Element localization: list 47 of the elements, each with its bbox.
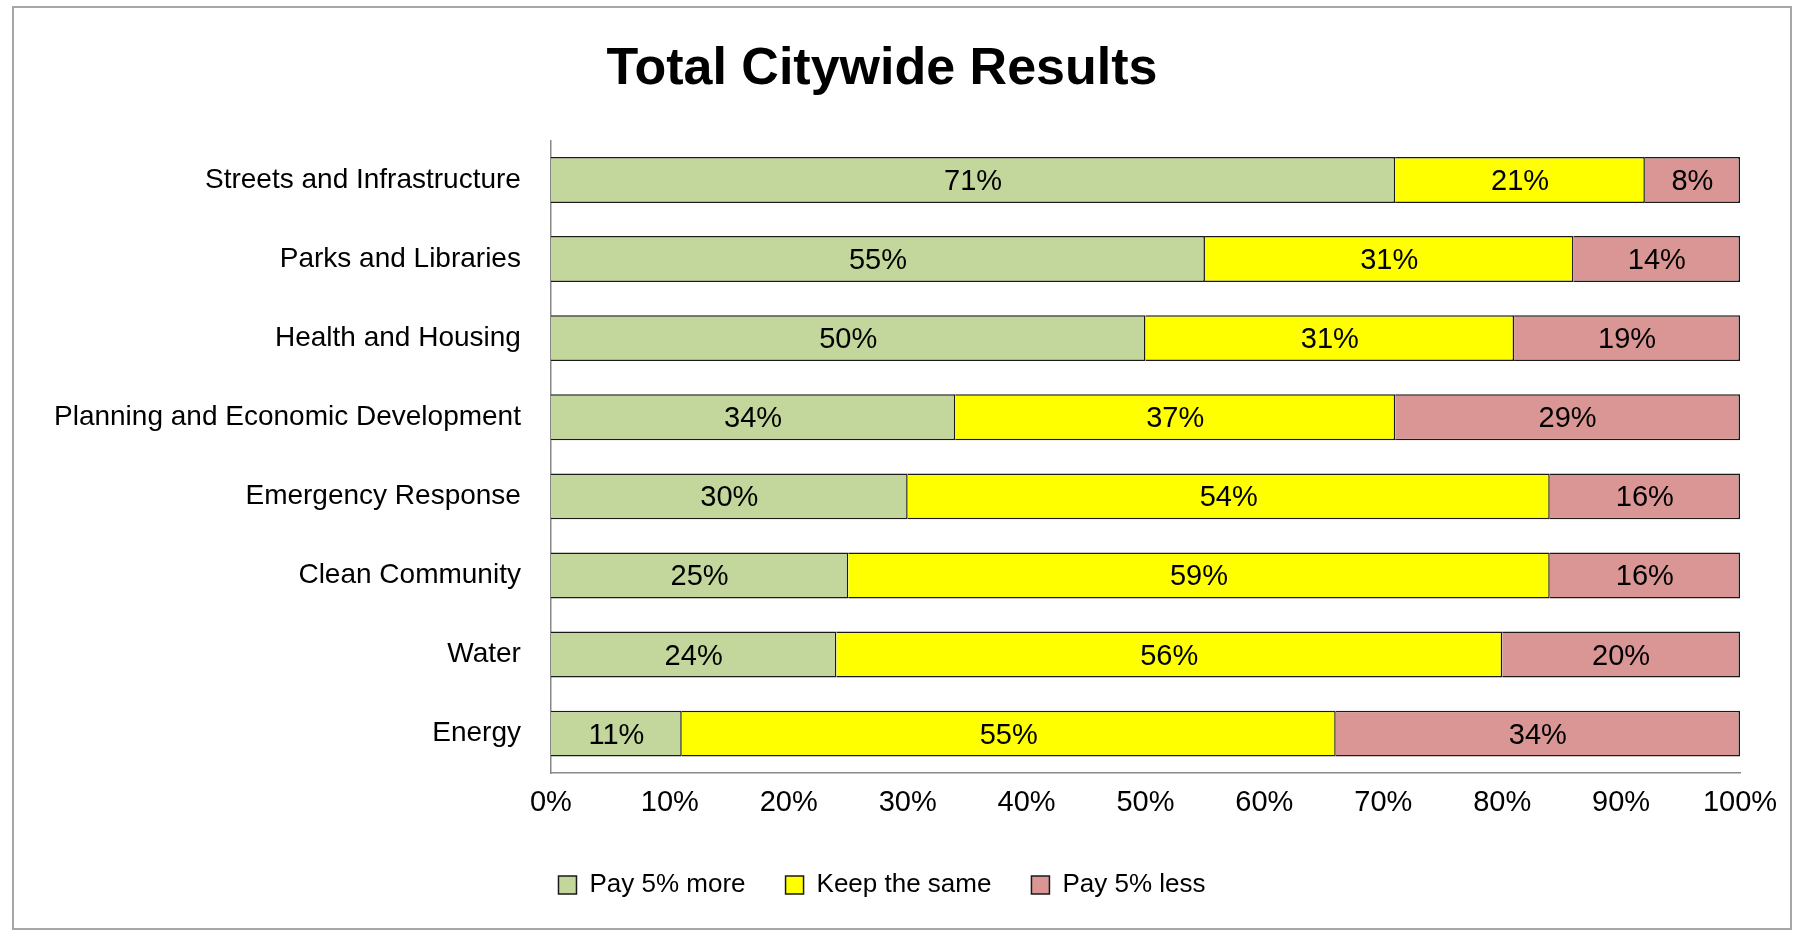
- data-label: 11%: [588, 717, 645, 750]
- data-label: 14%: [1627, 243, 1686, 276]
- data-label: 34%: [724, 401, 783, 434]
- data-label: 19%: [1598, 322, 1657, 355]
- x-tick-label: 40%: [997, 784, 1056, 817]
- data-label: 31%: [1360, 243, 1419, 276]
- data-label: 25%: [670, 559, 729, 592]
- data-label: 59%: [1169, 559, 1229, 592]
- x-tick-label: 60%: [1235, 784, 1294, 817]
- x-tick-label: 100%: [1702, 784, 1778, 817]
- data-label: 21%: [1491, 163, 1550, 196]
- x-tick-label: 30%: [878, 784, 937, 817]
- data-label: 34%: [1508, 717, 1567, 750]
- y-tick-label: Water: [447, 637, 521, 669]
- chart-title: Total Citywide Results: [606, 36, 1158, 95]
- data-label: 55%: [979, 717, 1038, 750]
- y-tick-label: Parks and Libraries: [279, 241, 521, 273]
- data-label: 20%: [1592, 638, 1651, 671]
- data-label: 37%: [1146, 401, 1205, 434]
- data-label: 55%: [848, 243, 907, 276]
- data-label: 8%: [1671, 163, 1714, 196]
- data-label: 24%: [664, 638, 723, 671]
- x-tick-label: 20%: [759, 784, 818, 817]
- data-label: 71%: [944, 163, 1003, 196]
- x-tick-label: 50%: [1116, 784, 1175, 817]
- data-label: 56%: [1140, 638, 1199, 671]
- data-label: 29%: [1538, 401, 1597, 434]
- data-label: 16%: [1615, 480, 1674, 513]
- y-tick-label: Emergency Response: [245, 479, 521, 511]
- x-tick-label: 90%: [1592, 784, 1651, 817]
- data-label: 30%: [700, 480, 759, 513]
- x-tick-label: 70%: [1354, 784, 1413, 817]
- legend-label: Keep the same: [816, 868, 992, 899]
- y-tick-label: Streets and Infrastructure: [205, 162, 521, 194]
- y-tick-label: Planning and Economic Development: [54, 399, 522, 431]
- legend-label: Pay 5% more: [589, 868, 746, 899]
- y-tick-label: Energy: [432, 716, 521, 748]
- x-tick-label: 0%: [529, 784, 572, 817]
- y-tick-label: Health and Housing: [275, 320, 521, 352]
- x-tick-label: 80%: [1473, 784, 1532, 817]
- data-label: 50%: [819, 322, 878, 355]
- data-label: 54%: [1199, 480, 1258, 513]
- legend-label: Pay 5% less: [1062, 868, 1206, 899]
- y-tick-label: Clean Community: [298, 558, 521, 590]
- x-tick-label: 10%: [640, 784, 699, 817]
- data-label: 16%: [1615, 559, 1674, 592]
- data-label: 31%: [1300, 322, 1359, 355]
